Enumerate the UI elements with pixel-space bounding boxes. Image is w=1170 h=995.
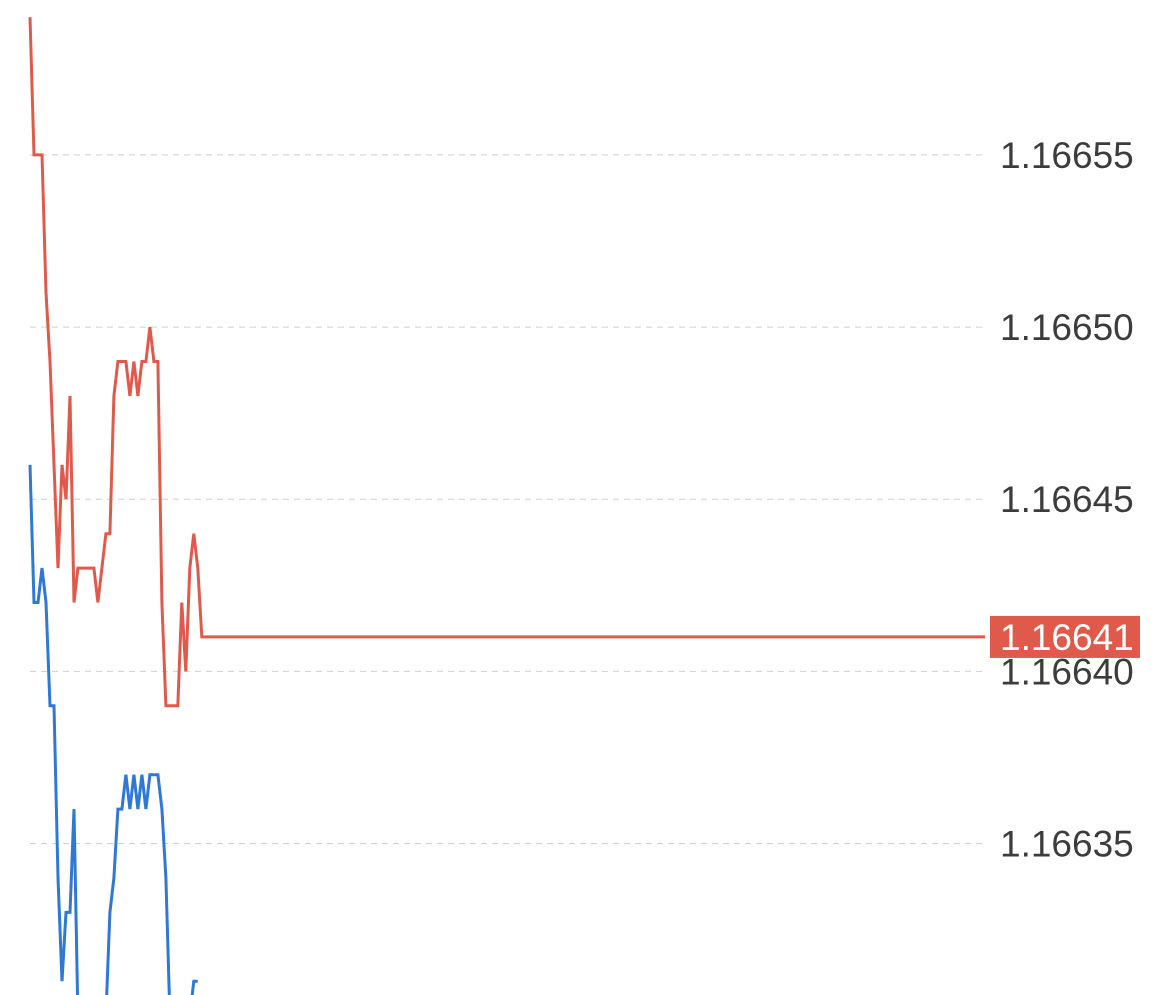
bid-price-line [28, 464, 198, 995]
y-axis-tick-labels: 1.16655 1.16650 1.16645 1.16640 1.16635 [1000, 135, 1134, 865]
ask-price-line [28, 17, 985, 708]
y-tick-label: 1.16645 [1000, 479, 1134, 520]
y-tick-label: 1.16655 [1000, 135, 1134, 176]
last-price-indicator: 1.16641 [990, 615, 1140, 658]
last-price-tag-label: 1.16641 [1000, 617, 1134, 658]
y-tick-label: 1.16635 [1000, 824, 1134, 865]
y-tick-label: 1.16640 [1000, 651, 1134, 692]
series-lines [28, 17, 985, 995]
last-price-tag-background [990, 615, 1140, 658]
y-tick-label: 1.16650 [1000, 307, 1134, 348]
gridlines [30, 154, 985, 845]
